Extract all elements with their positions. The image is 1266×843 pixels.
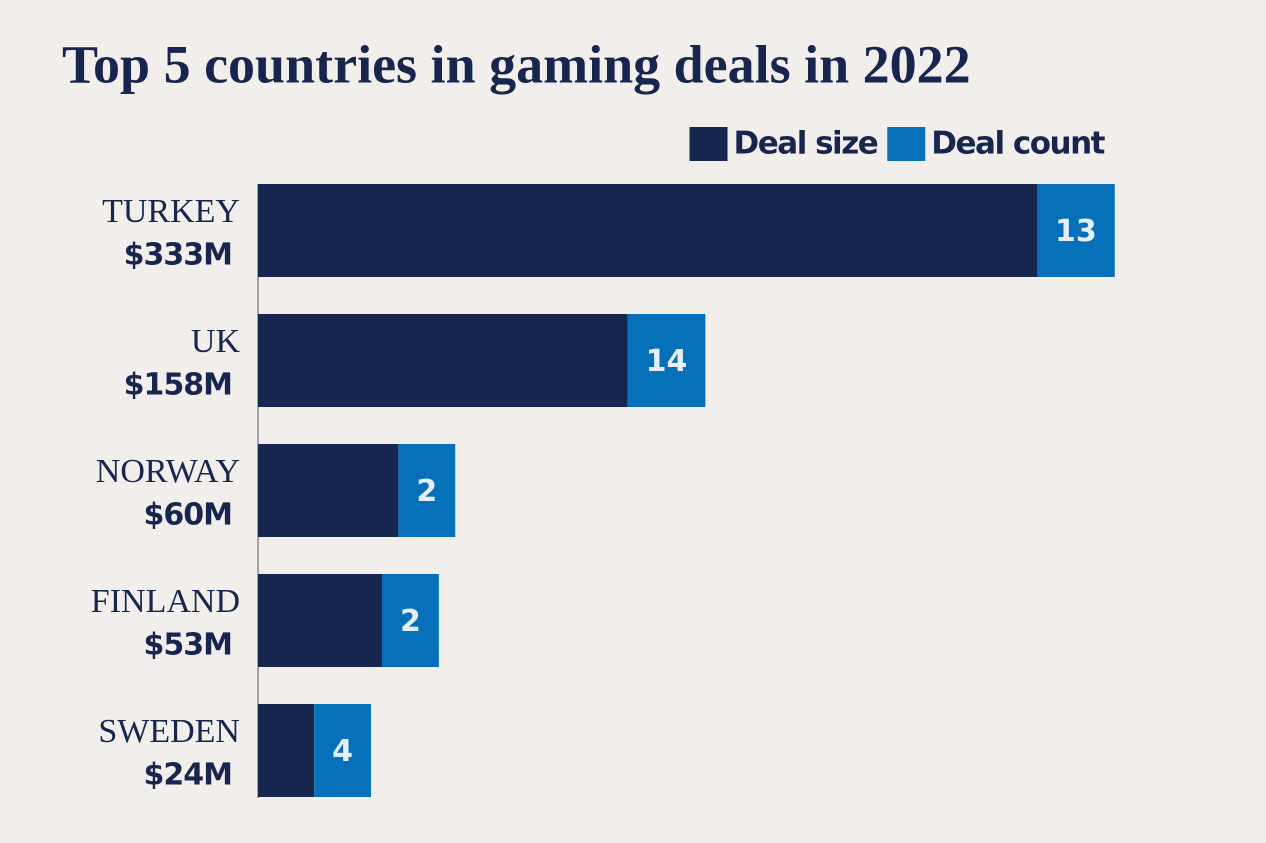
legend-label: Deal count [931, 126, 1105, 162]
value-label: $60M [144, 498, 232, 533]
value-label: $53M [144, 628, 232, 663]
count-box [1037, 184, 1115, 277]
value-label: $24M [144, 758, 232, 793]
category-label: TURKEY [102, 193, 240, 230]
bar [258, 574, 382, 667]
bar [258, 184, 1037, 277]
legend-swatch [689, 127, 728, 161]
bar [258, 444, 399, 537]
bar [258, 314, 628, 407]
category-label: FINLAND [91, 583, 240, 620]
category-label: SWEDEN [98, 713, 240, 750]
category-label: NORWAY [96, 453, 240, 490]
count-box [627, 314, 706, 407]
count-label: 4 [332, 734, 353, 769]
count-label: 13 [1055, 214, 1097, 249]
value-label: $333M [124, 238, 232, 273]
count-label: 2 [400, 604, 421, 639]
count-label: 2 [416, 474, 437, 509]
count-label: 14 [646, 344, 688, 379]
count-box [381, 574, 439, 667]
chart-title: Top 5 countries in gaming deals in 2022 [62, 34, 971, 94]
value-label: $158M [124, 368, 232, 403]
legend-label: Deal size [734, 126, 878, 162]
bar [258, 704, 315, 797]
category-label: UK [191, 323, 241, 360]
count-box [398, 444, 456, 537]
count-box [314, 704, 372, 797]
legend-swatch [887, 127, 926, 161]
